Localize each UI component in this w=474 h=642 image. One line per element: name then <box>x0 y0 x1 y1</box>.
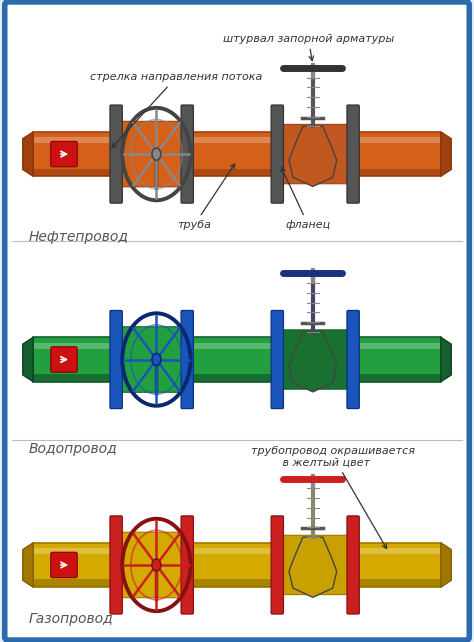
FancyBboxPatch shape <box>116 327 188 392</box>
FancyBboxPatch shape <box>181 516 193 614</box>
Text: трубопровод окрашивается
         в желтый цвет: трубопровод окрашивается в желтый цвет <box>251 446 415 548</box>
Polygon shape <box>289 332 337 392</box>
Polygon shape <box>23 337 33 382</box>
Bar <box>33 542 441 587</box>
FancyBboxPatch shape <box>110 311 122 408</box>
FancyBboxPatch shape <box>271 311 283 408</box>
Bar <box>33 169 441 177</box>
Text: штурвал запорной арматуры: штурвал запорной арматуры <box>223 34 394 60</box>
Circle shape <box>152 559 161 571</box>
FancyBboxPatch shape <box>277 535 354 594</box>
FancyBboxPatch shape <box>277 125 354 184</box>
Bar <box>33 132 441 177</box>
Polygon shape <box>441 337 451 382</box>
FancyBboxPatch shape <box>181 311 193 408</box>
Text: труба: труба <box>177 164 235 230</box>
FancyBboxPatch shape <box>181 105 193 203</box>
FancyBboxPatch shape <box>5 2 469 640</box>
FancyBboxPatch shape <box>110 105 122 203</box>
FancyBboxPatch shape <box>51 552 77 578</box>
Polygon shape <box>289 537 337 597</box>
FancyBboxPatch shape <box>347 516 359 614</box>
FancyBboxPatch shape <box>347 311 359 408</box>
FancyBboxPatch shape <box>116 532 188 598</box>
Circle shape <box>152 354 161 365</box>
FancyBboxPatch shape <box>51 141 77 167</box>
Text: стрелка направления потока: стрелка направления потока <box>90 73 263 148</box>
FancyBboxPatch shape <box>110 516 122 614</box>
FancyBboxPatch shape <box>116 121 188 187</box>
FancyBboxPatch shape <box>51 347 77 372</box>
Text: Водопровод: Водопровод <box>28 442 117 456</box>
Polygon shape <box>441 132 451 177</box>
Bar <box>33 580 441 587</box>
FancyBboxPatch shape <box>271 516 283 614</box>
Circle shape <box>152 148 161 160</box>
Text: Газопровод: Газопровод <box>28 612 113 626</box>
Polygon shape <box>289 126 337 186</box>
Polygon shape <box>23 542 33 587</box>
Text: Нефтепровод: Нефтепровод <box>28 230 128 244</box>
Bar <box>33 337 441 382</box>
Polygon shape <box>441 542 451 587</box>
Bar <box>33 548 441 554</box>
FancyBboxPatch shape <box>271 105 283 203</box>
FancyBboxPatch shape <box>347 105 359 203</box>
Text: фланец: фланец <box>281 168 331 230</box>
Bar <box>33 137 441 143</box>
FancyBboxPatch shape <box>277 330 354 389</box>
Bar <box>33 374 441 382</box>
Bar <box>33 343 441 349</box>
Polygon shape <box>23 132 33 177</box>
